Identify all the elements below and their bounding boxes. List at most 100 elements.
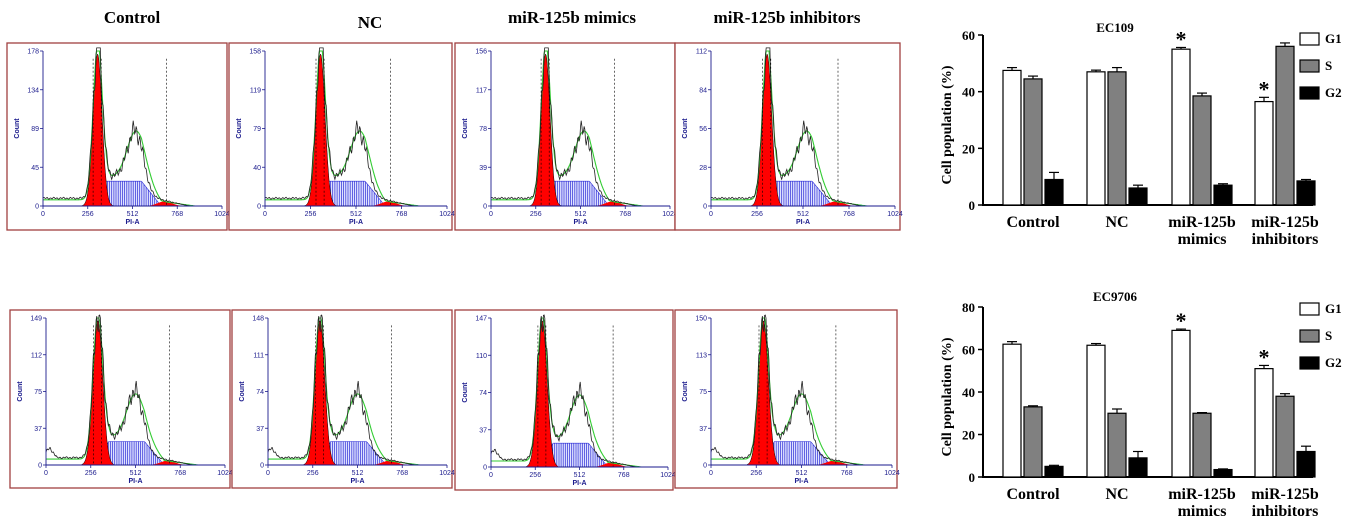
x-tick-label: 512: [130, 470, 142, 477]
bar-g2: [1044, 178, 1064, 206]
x-tick-label: 256: [307, 470, 319, 477]
bar-g2: [1128, 187, 1148, 206]
y-tick-label: 0: [257, 204, 261, 211]
x-category-label: NC: [1105, 214, 1128, 231]
legend-label-g2: G2: [1325, 355, 1342, 370]
y-tick-label: 37: [699, 426, 707, 433]
x-tick-label: 0: [709, 211, 713, 218]
y-tick-label: 75: [699, 389, 707, 396]
g1-peak: [81, 320, 115, 466]
x-tick-label: 256: [751, 211, 763, 218]
x-tick-label: 0: [709, 470, 713, 477]
y-tick-label: 0: [703, 204, 707, 211]
bar-g1: [1002, 343, 1022, 478]
x-tick-label: 1024: [887, 211, 903, 218]
bar-chart-ec109: EC109 Cell population (%) 0 20 40 60 Control NC…: [940, 20, 1342, 248]
y-axis-label: Count: [682, 118, 689, 139]
y-tick-label: 112: [31, 352, 42, 359]
legend-swatch-g1: [1299, 32, 1320, 46]
x-tick-label: 512: [127, 211, 139, 218]
y-tick-label: 0: [483, 204, 487, 211]
flow-panel: 0 37 75 112 149 0 256 512 768 1024 PI-A Count: [9, 309, 233, 489]
flow-panel: 0 39 78 117 156 0 256 512 768 1024 PI-A Count: [454, 42, 678, 231]
legend-label-s: S: [1325, 58, 1332, 73]
bar-g1: [1254, 368, 1274, 478]
g1-peak: [303, 53, 338, 207]
bar-g1: [1254, 100, 1274, 206]
y-tick-label: 40: [962, 385, 975, 400]
legend-label-g1: G1: [1325, 301, 1342, 316]
y-tick-label: 178: [27, 49, 39, 56]
y-axis-label: Count: [682, 381, 689, 402]
x-tick-label: 256: [529, 472, 541, 479]
x-tick-label: 512: [574, 472, 586, 479]
g2-peak: [593, 462, 633, 467]
chart-title: EC109: [1096, 20, 1134, 35]
significance-asterisk: *: [1176, 26, 1187, 51]
x-category-label: Control: [1006, 214, 1060, 231]
flow-panel: 0 37 75 113 150 0 256 512 768 1024 PI-A Count: [674, 309, 900, 489]
x-tick-label: 768: [619, 211, 631, 218]
y-tick-label: 147: [475, 316, 487, 323]
x-axis-label: PI-A: [796, 219, 810, 226]
bar-s: [1275, 45, 1295, 206]
g1-peak: [303, 320, 337, 466]
x-category-label: mimics: [1178, 503, 1227, 520]
legend-swatch-g1: [1299, 302, 1320, 316]
x-tick-label: 1024: [217, 470, 233, 477]
x-axis-label: PI-A: [574, 219, 588, 226]
y-tick-label: 150: [695, 316, 707, 323]
flow-panel: 0 40 79 119 158 0 256 512 768 1024 PI-A Count: [228, 42, 455, 231]
column-headers: Control NC miR-125b mimics miR-125b inhi…: [104, 8, 861, 32]
y-tick-label: 113: [696, 352, 707, 359]
y-tick-label: 156: [475, 49, 487, 56]
significance-asterisk: *: [1176, 308, 1187, 333]
y-tick-label: 0: [483, 465, 487, 472]
y-axis-label: Count: [239, 381, 246, 402]
x-tick-label: 1024: [660, 472, 676, 479]
x-category-label: Control: [1006, 486, 1060, 503]
x-tick-label: 768: [841, 470, 853, 477]
y-tick-label: 0: [260, 463, 264, 470]
y-tick-label: 39: [479, 165, 487, 172]
x-tick-label: 256: [305, 211, 317, 218]
x-tick-label: 512: [575, 211, 587, 218]
y-axis-label: Count: [462, 382, 469, 403]
x-tick-label: 768: [171, 211, 183, 218]
y-tick-label: 119: [250, 87, 261, 94]
y-tick-label: 79: [253, 126, 261, 133]
bar-s: [1107, 71, 1127, 206]
y-tick-label: 134: [27, 87, 39, 94]
x-tick-label: 256: [530, 211, 542, 218]
y-tick-label: 45: [31, 165, 39, 172]
y-tick-label: 158: [249, 49, 261, 56]
bar-g1: [1086, 344, 1106, 478]
bar-s: [1192, 412, 1212, 478]
y-tick-label: 20: [962, 428, 975, 443]
x-tick-label: 1024: [884, 470, 900, 477]
bar-s: [1192, 95, 1212, 206]
x-tick-label: 1024: [662, 211, 678, 218]
x-category-label: mimics: [1178, 231, 1227, 248]
significance-asterisk: *: [1259, 344, 1270, 369]
bar-s: [1023, 78, 1043, 206]
bar-s: [1023, 406, 1043, 478]
y-axis-label: Count: [17, 381, 24, 402]
x-tick-label: 0: [263, 211, 267, 218]
x-tick-label: 1024: [214, 211, 230, 218]
y-tick-label: 0: [703, 463, 707, 470]
y-tick-label: 89: [31, 126, 39, 133]
y-tick-label: 40: [253, 165, 261, 172]
g1-peak: [750, 53, 785, 207]
y-axis-label: Count: [236, 118, 243, 139]
legend-swatch-s: [1299, 329, 1320, 343]
x-axis-label: PI-A: [126, 219, 140, 226]
bar-g2: [1044, 465, 1064, 478]
x-axis-label: PI-A: [349, 219, 363, 226]
y-tick-label: 117: [476, 87, 487, 94]
bar-g2: [1128, 457, 1148, 478]
x-tick-label: 0: [489, 211, 493, 218]
x-tick-label: 256: [82, 211, 94, 218]
y-axis-label: Count: [14, 118, 21, 139]
bar-g2: [1296, 450, 1316, 478]
